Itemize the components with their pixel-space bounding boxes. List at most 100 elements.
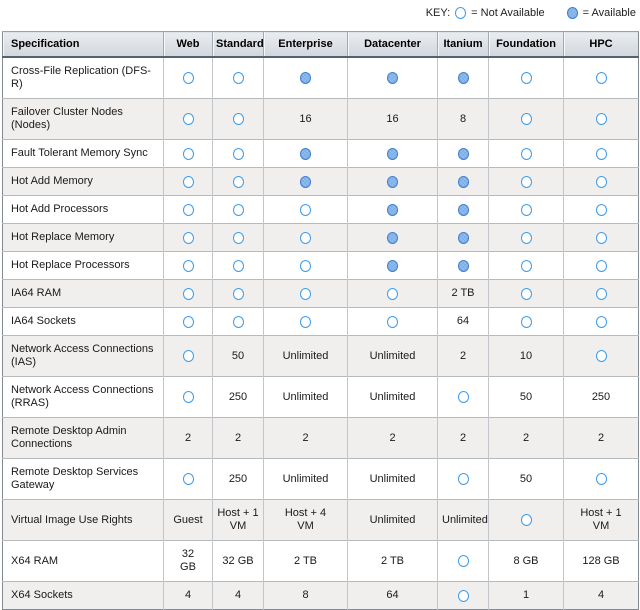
value-text: Unlimited: [369, 349, 416, 362]
value-text: 250: [228, 472, 248, 485]
value-cell: [263, 307, 348, 336]
column-header-standard: Standard: [212, 31, 264, 58]
spec-label: Network Access Connections (IAS): [11, 343, 154, 368]
value-cell: Unlimited: [347, 335, 438, 377]
not-available-icon: [520, 514, 532, 527]
not-available-icon: [182, 315, 194, 328]
value-text: Unlimited: [282, 390, 329, 403]
available-icon: [457, 72, 469, 85]
value-cell: [437, 223, 489, 252]
table-row: IA64 Sockets 64: [2, 307, 639, 336]
available-icon: [457, 259, 469, 272]
value-cell: 50: [488, 376, 564, 418]
value-cell: Guest: [163, 499, 213, 541]
available-icon: [457, 147, 469, 160]
value-cell: 64: [437, 307, 489, 336]
value-cell: 50: [488, 458, 564, 500]
column-header-foundation: Foundation: [488, 31, 564, 58]
value-cell: 2: [488, 417, 564, 459]
spec-label: Hot Replace Memory: [11, 231, 115, 243]
value-cell: [163, 167, 213, 196]
value-cell: 50: [212, 335, 264, 377]
spec-cell: Hot Add Processors: [2, 195, 164, 224]
value-cell: 2 TB: [263, 540, 348, 582]
not-available-icon: [182, 231, 194, 244]
spec-label: Remote Desktop Services Gateway: [11, 466, 139, 491]
value-cell: [212, 307, 264, 336]
not-available-icon: [520, 287, 532, 300]
legend-label: KEY:: [425, 7, 451, 19]
value-cell: [163, 98, 213, 140]
spec-cell: Network Access Connections (RRAS): [2, 376, 164, 418]
not-available-icon: [520, 315, 532, 328]
not-available-icon: [457, 391, 469, 404]
available-icon: [387, 203, 398, 216]
value-text: 8: [459, 112, 467, 125]
not-available-icon: [232, 203, 244, 216]
value-cell: [163, 251, 213, 280]
spec-label: Cross-File Replication (DFS-R): [11, 65, 151, 90]
value-text: 64: [386, 589, 399, 601]
not-available-icon: [182, 391, 194, 404]
not-available-icon: [232, 72, 244, 85]
table-row: X64 RAM 32 GB 32 GB 2 TB 2 TB 8 GB 128 GB: [2, 540, 639, 582]
table-row: X64 Sockets 4 4 8 64 1 4: [2, 581, 639, 610]
table-row: Hot Add Memory: [2, 167, 639, 196]
column-header-itanium: Itanium: [437, 31, 489, 58]
table-row: Virtual Image Use Rights Guest Host + 1 VM…: [2, 499, 639, 541]
value-cell: 2 TB: [347, 540, 438, 582]
value-cell: [347, 195, 438, 224]
available-icon: [300, 147, 311, 160]
spec-cell: Fault Tolerant Memory Sync: [2, 139, 164, 168]
value-cell: Unlimited: [347, 458, 438, 500]
spec-cell: Hot Replace Processors: [2, 251, 164, 280]
value-cell: [563, 251, 639, 280]
value-text: 250: [228, 390, 248, 403]
available-icon: [457, 175, 469, 188]
value-text: Unlimited: [282, 472, 329, 485]
spec-cell: Hot Replace Memory: [2, 223, 164, 252]
not-available-icon: [182, 259, 194, 272]
not-available-icon: [182, 203, 194, 216]
value-text: Host + 1 VM: [580, 507, 622, 532]
table-row: Hot Add Processors: [2, 195, 639, 224]
spec-label: Virtual Image Use Rights: [11, 513, 133, 526]
not-available-icon: [232, 231, 244, 244]
value-cell: 2: [212, 417, 264, 459]
available-icon: [387, 147, 398, 160]
spec-cell: Remote Desktop Services Gateway: [2, 458, 164, 500]
value-text: 2: [597, 431, 605, 444]
not-available-icon: [595, 259, 607, 272]
spec-cell: X64 RAM: [2, 540, 164, 582]
not-available-icon: [232, 175, 244, 188]
value-cell: [212, 167, 264, 196]
available-icon: [387, 72, 398, 85]
column-header-datacenter: Datacenter: [347, 31, 438, 58]
value-cell: 8: [437, 98, 489, 140]
not-available-icon: [520, 231, 532, 244]
not-available-icon: [520, 147, 532, 160]
value-cell: [163, 376, 213, 418]
not-available-icon: [457, 555, 469, 568]
value-cell: 32 GB: [212, 540, 264, 582]
value-cell: [488, 98, 564, 140]
value-cell: [437, 56, 489, 99]
value-cell: [563, 307, 639, 336]
spec-label: Failover Cluster Nodes (Nodes): [11, 106, 123, 131]
value-text: 4: [234, 589, 242, 601]
value-cell: 1: [488, 581, 564, 610]
value-text: 2: [302, 431, 309, 444]
value-cell: 16: [263, 98, 348, 140]
value-text: 2: [389, 431, 396, 444]
not-available-icon: [300, 231, 311, 244]
value-cell: [437, 195, 489, 224]
spec-cell: Network Access Connections (IAS): [2, 335, 164, 377]
column-header-hpc: HPC: [563, 31, 639, 58]
column-header-specification: Specification: [2, 31, 164, 58]
value-cell: 10: [488, 335, 564, 377]
spec-cell: IA64 RAM: [2, 279, 164, 308]
value-cell: [488, 279, 564, 308]
value-cell: [263, 167, 348, 196]
value-cell: [163, 279, 213, 308]
value-cell: [488, 251, 564, 280]
